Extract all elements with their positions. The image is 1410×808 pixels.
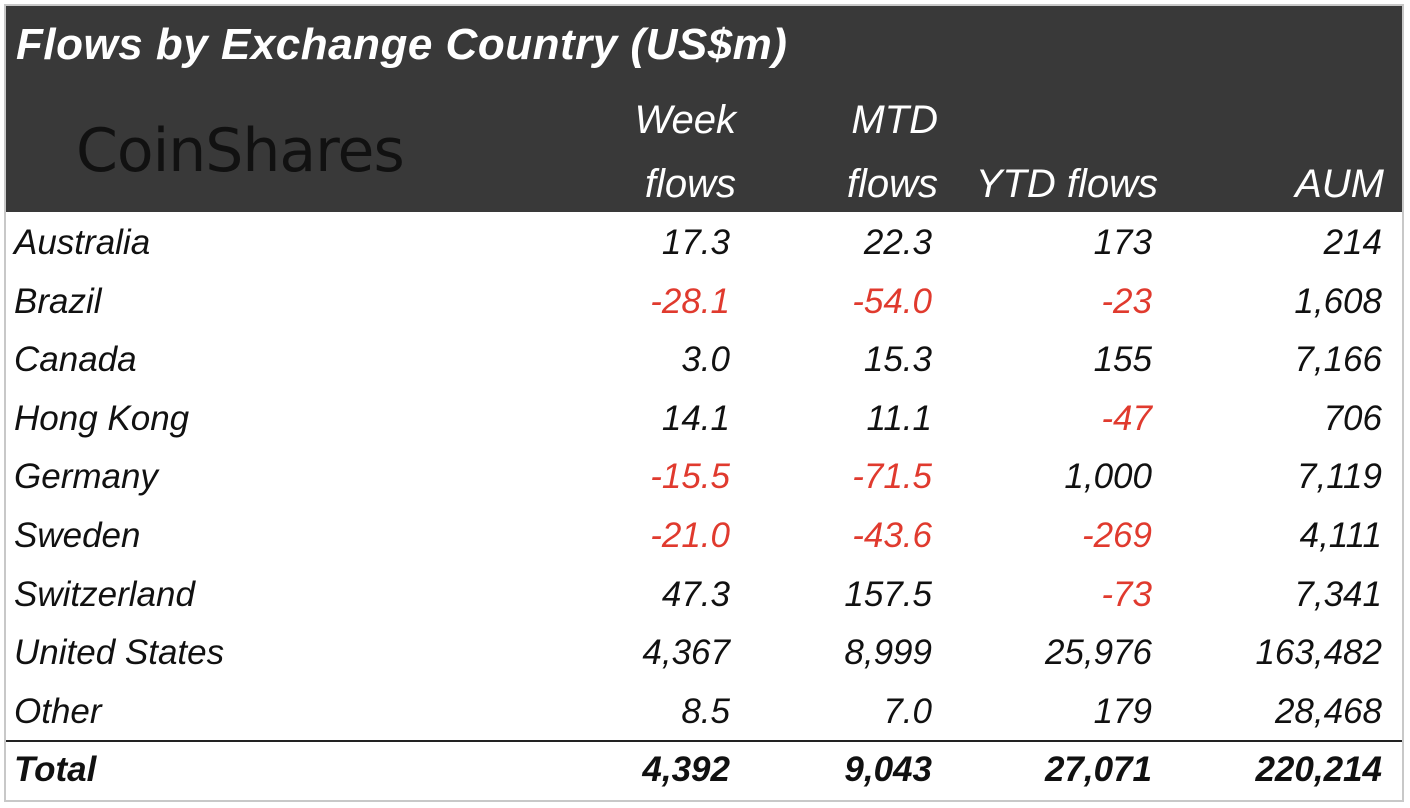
ytd-value: 155 [1093,340,1152,380]
country-name: Canada [14,340,137,380]
table-row: Canada 3.0 15.3 155 7,166 [6,331,1402,389]
table-row: Switzerland 47.3 157.5 -73 7,341 [6,566,1402,624]
week-value: 17.3 [661,223,730,262]
week-value: 8.5 [681,691,730,731]
aum-value: 28,468 [1274,691,1382,731]
country-name: Australia [14,223,151,262]
col-header-week-line2: flows [644,162,736,206]
aum-value: 7,341 [1294,574,1382,614]
ytd-value: 179 [1093,691,1152,731]
aum-value: 163,482 [1255,633,1382,673]
mtd-value: 8,999 [844,633,932,673]
col-header-mtd-line2: flows [846,162,938,206]
col-header-aum: AUM [1295,162,1384,206]
aum-value: 7,119 [1297,457,1382,497]
aum-value: 706 [1323,398,1382,438]
mtd-value: 157.5 [844,574,932,614]
ytd-value: 173 [1093,223,1152,262]
table-title: Flows by Exchange Country (US$m) [16,20,788,69]
total-ytd: 27,071 [1044,750,1152,789]
country-name: Sweden [14,516,141,555]
coinshares-logo: CoinShares [76,116,405,186]
table-row: Other 8.5 7.0 179 28,468 [6,683,1402,741]
country-name: Germany [14,457,158,497]
col-header-ytd: YTD flows [975,162,1158,206]
week-value: 14.1 [661,398,730,438]
ytd-value: -269 [1081,516,1152,555]
ytd-value: -23 [1101,281,1152,321]
aum-value: 214 [1323,223,1382,262]
ytd-value: 1,000 [1064,457,1152,497]
total-row: Total 4,392 9,043 27,071 220,214 [6,741,1402,799]
week-value: -28.1 [650,281,730,321]
ytd-value: -47 [1101,398,1152,438]
country-name: Other [14,691,102,731]
aum-value: 4,111 [1299,516,1382,555]
country-name: Switzerland [14,574,195,614]
mtd-value: 7.0 [883,691,932,731]
mtd-value: -54.0 [852,281,932,321]
mtd-value: -43.6 [852,516,932,555]
col-header-week-line1: Week [634,98,736,142]
week-value: 3.0 [681,340,730,380]
mtd-value: 15.3 [863,340,932,380]
total-week: 4,392 [642,750,730,789]
mtd-value: 11.1 [866,398,932,438]
week-value: 4,367 [642,633,730,673]
ytd-value: 25,976 [1044,633,1152,673]
total-label: Total [14,750,97,789]
table-row: Brazil -28.1 -54.0 -23 1,608 [6,273,1402,331]
ytd-value: -73 [1101,574,1152,614]
week-value: -15.5 [650,457,730,497]
total-aum: 220,214 [1255,750,1382,789]
week-value: -21.0 [650,516,730,555]
week-value: 47.3 [661,574,730,614]
table-row: Australia 17.3 22.3 173 214 [6,214,1402,272]
col-header-mtd-line1: MTD [851,98,938,142]
table-row: Germany -15.5 -71.5 1,000 7,119 [6,448,1402,506]
country-name: Hong Kong [14,398,190,438]
table-row: United States 4,367 8,999 25,976 163,482 [6,624,1402,682]
aum-value: 7,166 [1294,340,1382,380]
aum-value: 1,608 [1294,281,1382,321]
table-header: Flows by Exchange Country (US$m) CoinSha… [6,6,1402,212]
total-divider [6,740,1402,742]
country-name: Brazil [14,281,102,321]
mtd-value: -71.5 [852,457,932,497]
table-row: Hong Kong 14.1 11.1 -47 706 [6,390,1402,448]
table-row: Sweden -21.0 -43.6 -269 4,111 [6,507,1402,565]
total-mtd: 9,043 [844,750,932,789]
country-name: United States [14,633,225,673]
mtd-value: 22.3 [863,223,932,262]
